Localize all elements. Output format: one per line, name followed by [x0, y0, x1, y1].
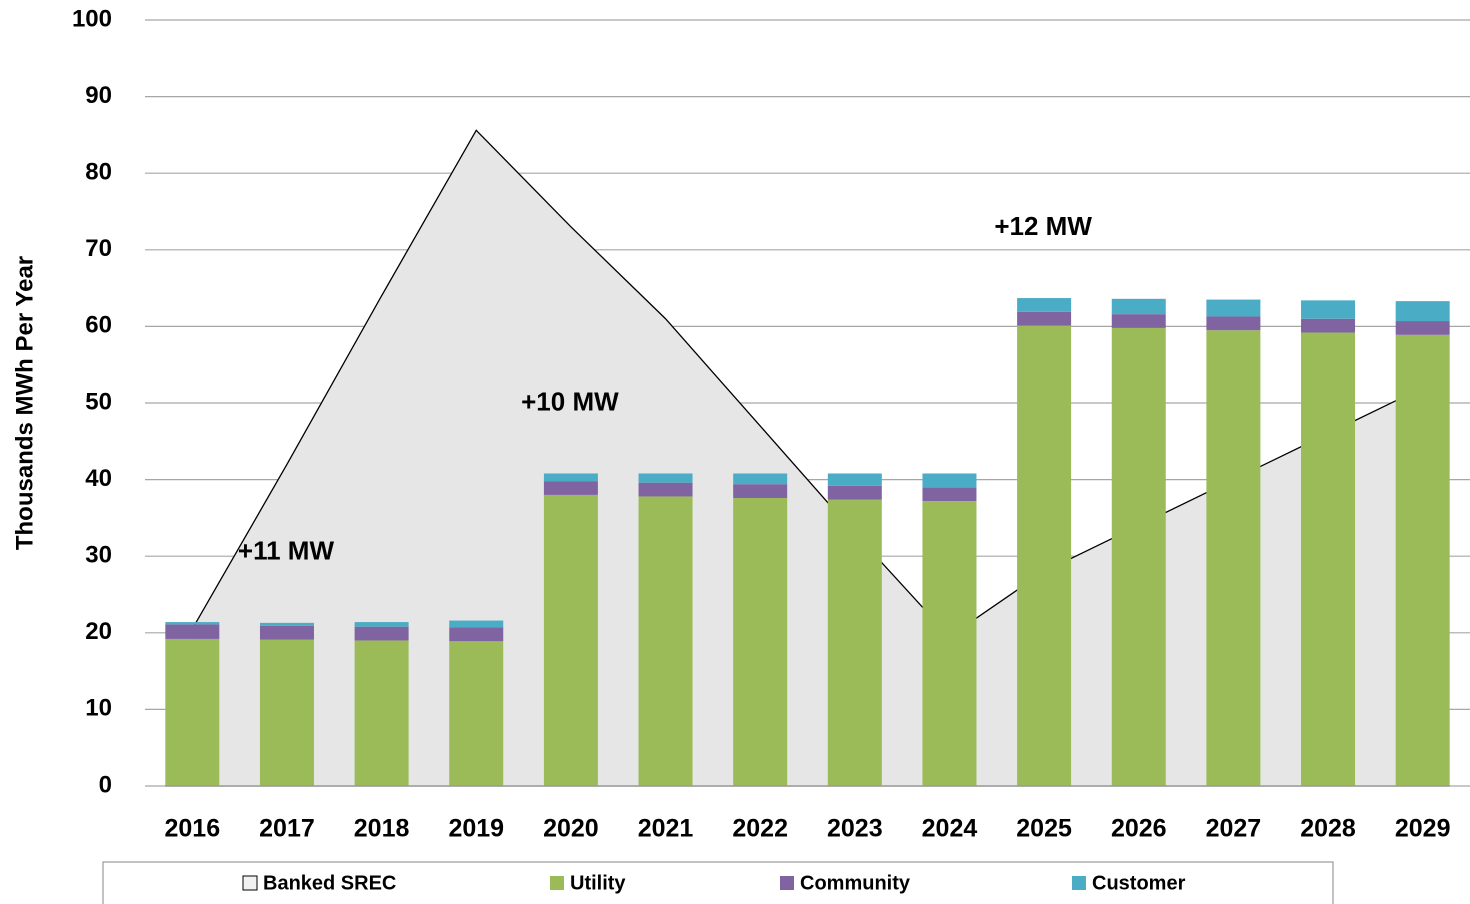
bar	[259, 625, 314, 640]
bar	[354, 640, 409, 786]
y-tick-label: 20	[85, 618, 112, 645]
bar	[1206, 299, 1261, 317]
y-tick-label: 70	[85, 235, 112, 262]
x-tick-label: 2018	[354, 815, 410, 843]
y-tick-label: 50	[85, 388, 112, 415]
y-tick-label: 90	[85, 82, 112, 109]
bar	[1111, 298, 1166, 315]
y-tick-label: 0	[99, 771, 112, 798]
bar	[733, 497, 788, 786]
x-tick-label: 2029	[1395, 815, 1451, 843]
legend-swatch	[550, 876, 564, 890]
legend-label: Utility	[570, 872, 626, 894]
y-tick-label: 60	[85, 312, 112, 339]
bar	[1395, 321, 1450, 335]
bar	[449, 641, 504, 786]
bar	[354, 626, 409, 641]
bar	[449, 620, 504, 628]
bar	[165, 622, 220, 625]
y-tick-label: 40	[85, 465, 112, 492]
bar	[1017, 298, 1072, 312]
bar	[1395, 301, 1450, 322]
y-tick-label: 100	[72, 5, 112, 32]
y-tick-label: 30	[85, 542, 112, 569]
legend-label: Community	[800, 872, 911, 894]
bar	[449, 627, 504, 642]
x-tick-label: 2021	[638, 815, 694, 843]
bar	[1017, 311, 1072, 326]
bar	[1395, 334, 1450, 786]
x-tick-label: 2016	[165, 815, 221, 843]
x-tick-label: 2026	[1111, 815, 1167, 843]
legend-label: Customer	[1092, 872, 1186, 894]
bar	[733, 473, 788, 485]
x-tick-label: 2027	[1206, 815, 1262, 843]
bar	[259, 622, 314, 626]
bar	[1301, 332, 1356, 786]
bar	[733, 484, 788, 498]
bar	[827, 499, 882, 786]
bar	[922, 473, 977, 488]
x-tick-label: 2020	[543, 815, 599, 843]
annotation: +10 MW	[521, 386, 619, 416]
bar	[1206, 316, 1261, 331]
y-axis-title: Thousands MWh Per Year	[11, 256, 38, 550]
bar	[1206, 330, 1261, 786]
legend-swatch	[242, 875, 258, 891]
bar	[354, 622, 409, 627]
y-tick-label: 10	[85, 695, 112, 722]
bar	[259, 639, 314, 786]
legend-label: Banked SREC	[263, 872, 396, 894]
bar	[543, 473, 598, 482]
x-tick-label: 2017	[259, 815, 315, 843]
bar	[827, 485, 882, 500]
x-tick-label: 2022	[732, 815, 788, 843]
bar	[543, 481, 598, 495]
legend-swatch	[1072, 876, 1086, 890]
y-tick-label: 80	[85, 159, 112, 186]
bar	[1111, 314, 1166, 328]
x-tick-label: 2025	[1016, 815, 1072, 843]
bar	[165, 638, 220, 786]
x-tick-label: 2023	[827, 815, 883, 843]
bar	[1301, 318, 1356, 333]
bar	[638, 482, 693, 497]
legend-swatch	[780, 876, 794, 890]
annotation: +12 MW	[994, 211, 1092, 241]
x-tick-label: 2028	[1300, 815, 1356, 843]
bar	[1017, 325, 1072, 786]
x-tick-label: 2024	[922, 815, 978, 843]
bar	[922, 487, 977, 502]
annotation: +11 MW	[238, 536, 335, 566]
bar	[543, 494, 598, 786]
bar	[922, 501, 977, 786]
bar	[827, 473, 882, 486]
bar	[165, 624, 220, 639]
bar	[1111, 327, 1166, 786]
x-tick-label: 2019	[448, 815, 504, 843]
bar	[638, 473, 693, 483]
legend-box	[102, 861, 1334, 904]
bar	[1301, 300, 1356, 319]
bar	[638, 496, 693, 786]
